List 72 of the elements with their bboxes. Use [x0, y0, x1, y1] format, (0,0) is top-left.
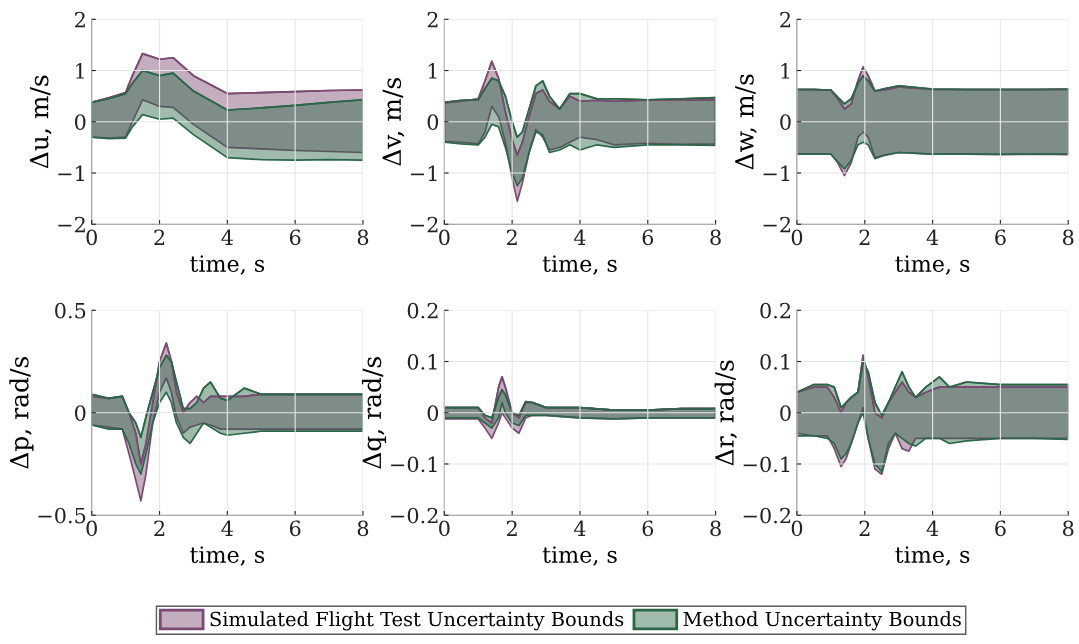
y-tick-label: 2: [75, 11, 85, 28]
y-tick-label: −0.2: [391, 507, 438, 524]
x-tick-label: 0: [86, 229, 97, 246]
x-axis-title: time, s: [542, 255, 617, 275]
y-tick-label: 2: [427, 11, 438, 28]
legend-label: Simulated Flight Test Uncertainty Bounds: [210, 611, 624, 631]
y-tick-label: 1: [781, 63, 790, 79]
x-axis-title: time, s: [542, 546, 617, 566]
x-tick-label: 2: [859, 520, 870, 536]
y-tick-label: −2: [763, 216, 791, 233]
y-tick-label: −0.1: [743, 456, 790, 473]
x-tick-label: 2: [154, 229, 165, 245]
y-tick-label: 1: [428, 63, 437, 79]
x-tick-label: 2: [859, 229, 870, 245]
y-axis-title: Δr, rad/s: [714, 360, 737, 466]
x-tick-label: 0: [439, 520, 450, 537]
x-axis-title: time, s: [895, 546, 970, 566]
y-tick-label: 0.2: [407, 302, 438, 319]
y-tick-label: 0.1: [407, 353, 437, 370]
y-axis-title: Δp, rad/s: [9, 356, 34, 469]
y-axis-title: Δv, m/s: [382, 78, 405, 166]
x-tick-label: 0: [791, 520, 803, 537]
x-tick-label: 4: [926, 229, 939, 245]
y-tick-label: 0: [427, 405, 439, 421]
x-axis-title: time, s: [895, 255, 970, 275]
x-tick-label: 6: [995, 520, 1006, 537]
x-tick-label: 8: [710, 229, 721, 246]
y-tick-label: −1: [410, 165, 437, 181]
x-tick-label: 0: [439, 229, 450, 246]
x-tick-label: 2: [506, 520, 517, 536]
x-tick-label: 4: [221, 520, 233, 536]
x-axis-title: time, s: [190, 546, 265, 566]
y-axis-title: Δu, m/s: [29, 75, 52, 169]
y-tick-label: 1: [76, 63, 84, 79]
y-tick-label: 0: [780, 405, 791, 421]
y-tick-label: 0: [780, 114, 791, 130]
y-tick-label: −0.1: [391, 456, 437, 473]
x-tick-label: 8: [710, 520, 721, 537]
y-tick-label: −0.2: [743, 507, 791, 524]
y-axis-title: Δw, m/s: [735, 74, 757, 170]
y-tick-label: 0: [427, 114, 439, 130]
y-tick-label: 0.5: [55, 302, 86, 319]
x-tick-label: 0: [791, 229, 803, 246]
y-axis-title: Δq, rad/s: [361, 356, 387, 469]
x-tick-label: 6: [289, 520, 301, 537]
y-tick-label: −0.5: [38, 507, 86, 524]
y-tick-label: 0.1: [760, 353, 790, 370]
y-tick-label: 0: [74, 405, 86, 421]
x-tick-label: 8: [1062, 229, 1074, 246]
x-axis-title: time, s: [190, 255, 265, 275]
y-tick-label: −1: [58, 165, 84, 181]
x-tick-label: 6: [642, 229, 654, 246]
x-tick-label: 6: [995, 229, 1006, 246]
y-tick-label: −2: [58, 216, 85, 233]
y-tick-label: −1: [763, 165, 790, 181]
x-tick-label: 4: [573, 520, 586, 536]
x-tick-label: 6: [642, 520, 654, 537]
legend-label: Method Uncertainty Bounds: [683, 611, 961, 631]
x-tick-label: 6: [289, 229, 301, 246]
x-tick-label: 4: [926, 520, 939, 536]
y-tick-label: −2: [410, 216, 438, 233]
x-tick-label: 2: [506, 229, 517, 245]
x-tick-label: 2: [154, 520, 165, 536]
x-tick-label: 4: [221, 229, 233, 245]
x-tick-label: 8: [357, 229, 369, 246]
y-tick-label: 0: [74, 114, 86, 130]
x-tick-label: 8: [357, 520, 369, 537]
x-tick-label: 0: [86, 520, 97, 537]
y-tick-label: 2: [780, 11, 791, 28]
x-tick-label: 8: [1062, 520, 1074, 537]
y-tick-label: 0.2: [760, 302, 791, 319]
x-tick-label: 4: [573, 229, 586, 245]
